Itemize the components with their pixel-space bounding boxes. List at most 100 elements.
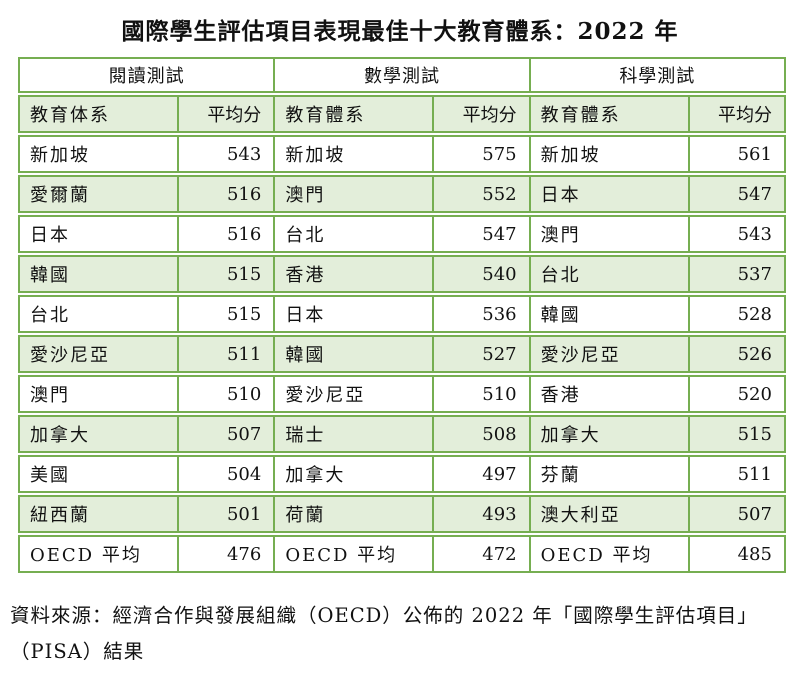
group-1: 新加坡 575: [273, 137, 528, 171]
group-2: 澳門 543: [528, 217, 784, 251]
table-row: 紐西蘭 501 荷蘭 493 澳大利亞 507: [18, 495, 786, 533]
group-0: 教育体系 平均分: [20, 97, 273, 131]
cell-score: 528: [687, 297, 784, 331]
cell-score: 507: [687, 497, 784, 531]
cell-system: 澳門: [540, 225, 581, 246]
cell-score: 476: [177, 537, 273, 571]
group-2: 日本 547: [528, 177, 784, 211]
table-row-group-headers: 閱讀測試 數學測試 科學測試: [18, 57, 786, 93]
table-row: 韓國 515 香港 540 台北 537: [18, 255, 786, 293]
group-0: 韓國 515: [20, 257, 273, 291]
table-row: 美國 504 加拿大 497 芬蘭 511: [18, 455, 786, 493]
table-row: 台北 515 日本 536 韓國 528: [18, 295, 786, 333]
group-1: 愛沙尼亞 510: [273, 377, 528, 411]
cell-score: 536: [432, 297, 528, 331]
cell-system: 荷蘭: [285, 505, 326, 526]
cell-system: 加拿大: [285, 465, 346, 486]
cell-system: 愛沙尼亞: [285, 385, 366, 406]
column-header-score: 平均分: [687, 97, 784, 131]
cell-score: 543: [177, 137, 273, 171]
group-2: 教育體系 平均分: [528, 97, 784, 131]
source-note: 資料來源：經濟合作與發展組織（OECD）公佈的 2022 年「國際學生評估項目」…: [10, 604, 758, 664]
table-row-column-headers: 教育体系 平均分 教育體系 平均分 教育體系 平均分: [18, 95, 786, 133]
cell-system: 澳大利亞: [540, 505, 621, 526]
group-header-label: 閱讀測試: [108, 66, 185, 87]
cell-score: 537: [687, 257, 784, 291]
table-row: 新加坡 543 新加坡 575 新加坡 561: [18, 135, 786, 173]
column-header-system: 教育体系: [30, 105, 110, 126]
cell-system: 日本: [540, 185, 581, 206]
group-2: 愛沙尼亞 526: [528, 337, 784, 371]
table-row: OECD 平均 476 OECD 平均 472 OECD 平均 485: [18, 535, 786, 573]
cell-system: 愛沙尼亞: [30, 345, 110, 366]
cell-system: 加拿大: [30, 425, 90, 446]
group-0: 紐西蘭 501: [20, 497, 273, 531]
group-0: 閱讀測試: [20, 59, 273, 91]
group-1: 澳門 552: [273, 177, 528, 211]
cell-system: 台北: [285, 225, 326, 246]
cell-score: 547: [687, 177, 784, 211]
cell-score: 543: [687, 217, 784, 251]
table-row: 澳門 510 愛沙尼亞 510 香港 520: [18, 375, 786, 413]
cell-score: 472: [432, 537, 528, 571]
group-2: OECD 平均 485: [528, 537, 784, 571]
cell-system: 韓國: [285, 345, 326, 366]
cell-score: 547: [432, 217, 528, 251]
column-header-score: 平均分: [432, 97, 528, 131]
group-1: 日本 536: [273, 297, 528, 331]
cell-score: 527: [432, 337, 528, 371]
group-0: 美國 504: [20, 457, 273, 491]
cell-system: 韓國: [30, 265, 70, 286]
cell-score: 516: [177, 217, 273, 251]
group-2: 韓國 528: [528, 297, 784, 331]
table-row: 愛爾蘭 516 澳門 552 日本 547: [18, 175, 786, 213]
cell-system: 韓國: [540, 305, 581, 326]
column-header-system: 教育體系: [540, 105, 621, 126]
group-1: 加拿大 497: [273, 457, 528, 491]
group-1: 數學測試: [273, 59, 528, 91]
cell-system: 台北: [540, 265, 581, 286]
cell-score: 511: [177, 337, 273, 371]
group-0: OECD 平均 476: [20, 537, 273, 571]
cell-score: 520: [687, 377, 784, 411]
cell-system: 澳門: [30, 385, 70, 406]
cell-system: 台北: [30, 305, 70, 326]
cell-score: 561: [687, 137, 784, 171]
cell-score: 508: [432, 417, 528, 451]
cell-system: 日本: [285, 305, 326, 326]
cell-system: 瑞士: [285, 425, 326, 446]
cell-score: 511: [687, 457, 784, 491]
cell-score: 504: [177, 457, 273, 491]
group-1: 瑞士 508: [273, 417, 528, 451]
cell-system: 香港: [540, 385, 581, 406]
group-1: 教育體系 平均分: [273, 97, 528, 131]
cell-score: 515: [687, 417, 784, 451]
cell-score: 515: [177, 297, 273, 331]
group-1: 韓國 527: [273, 337, 528, 371]
group-0: 愛沙尼亞 511: [20, 337, 273, 371]
table-row: 愛沙尼亞 511 韓國 527 愛沙尼亞 526: [18, 335, 786, 373]
cell-system: 愛沙尼亞: [540, 345, 621, 366]
column-header-score: 平均分: [177, 97, 273, 131]
cell-system: 日本: [30, 225, 70, 246]
group-2: 加拿大 515: [528, 417, 784, 451]
group-0: 澳門 510: [20, 377, 273, 411]
cell-system: 新加坡: [285, 145, 346, 166]
cell-score: 507: [177, 417, 273, 451]
page-title: 國際學生評估項目表現最佳十大教育體系：2022 年: [121, 18, 679, 45]
cell-system: 加拿大: [540, 425, 601, 446]
group-2: 香港 520: [528, 377, 784, 411]
cell-score: 510: [432, 377, 528, 411]
group-1: 荷蘭 493: [273, 497, 528, 531]
group-2: 台北 537: [528, 257, 784, 291]
group-header-label: 科學測試: [619, 66, 696, 87]
cell-score: 552: [432, 177, 528, 211]
cell-score: 485: [687, 537, 784, 571]
cell-system: OECD 平均: [30, 545, 142, 566]
cell-system: OECD 平均: [540, 545, 653, 566]
group-2: 新加坡 561: [528, 137, 784, 171]
group-0: 愛爾蘭 516: [20, 177, 273, 211]
group-0: 加拿大 507: [20, 417, 273, 451]
cell-system: 芬蘭: [540, 465, 581, 486]
cell-system: 紐西蘭: [30, 505, 90, 526]
